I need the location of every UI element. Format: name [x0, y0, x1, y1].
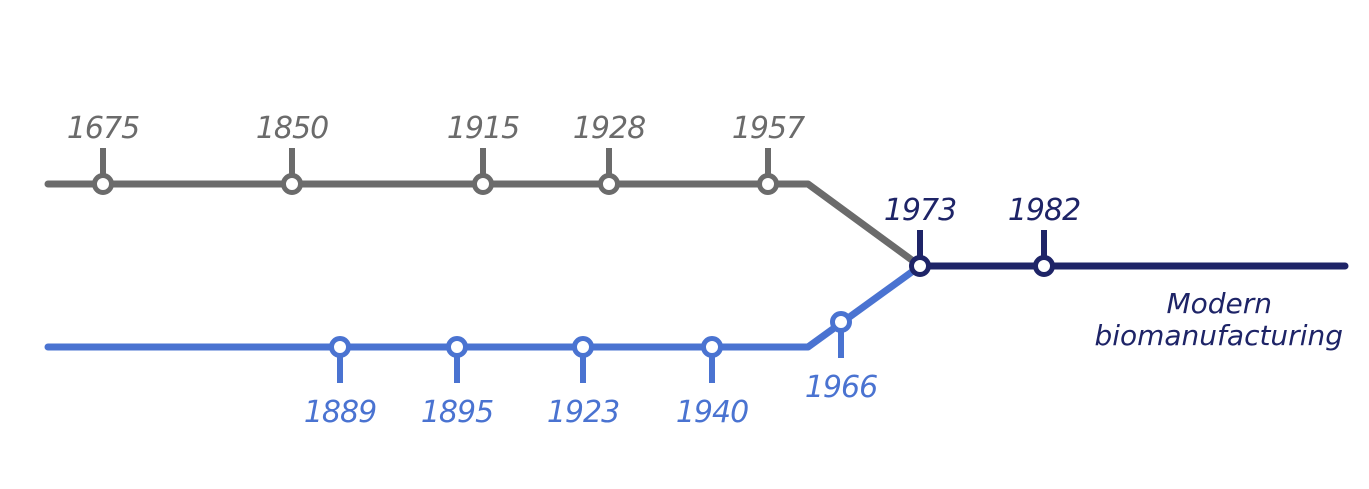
blue-year-label: 1889 [304, 395, 376, 430]
gray-year-label: 1915 [447, 111, 519, 146]
gray-milestone: 1928 [573, 111, 646, 195]
gray-year-label: 1850 [256, 111, 328, 146]
blue-year-label: 1923 [547, 395, 619, 430]
merged-caption-line2: biomanufacturing [1094, 319, 1343, 352]
blue-milestone: 1889 [304, 336, 377, 430]
merged-year-label: 1973 [884, 193, 956, 228]
gray-milestone: 1850 [256, 111, 329, 195]
merged-caption-line1: Modern [1166, 287, 1272, 320]
gray-timeline-track [44, 180, 924, 270]
gray-milestone: 1675 [67, 111, 140, 195]
gray-milestone: 1915 [447, 111, 520, 195]
blue-year-label: 1895 [421, 395, 493, 430]
merged-year-label: 1982 [1008, 193, 1080, 228]
gray-year-label: 1675 [67, 111, 139, 146]
blue-milestone: 1923 [547, 336, 620, 430]
blue-year-label: 1940 [676, 395, 748, 430]
gray-milestone: 1957 [732, 111, 806, 195]
gray-year-label: 1957 [732, 111, 805, 146]
gray-year-label: 1928 [573, 111, 645, 146]
blue-milestone: 1940 [676, 336, 749, 430]
merged-milestone: 1982 [1008, 193, 1081, 277]
blue-year-label: 1966 [805, 370, 877, 405]
blue-milestone: 1895 [421, 336, 494, 430]
blue-timeline-track [44, 262, 924, 351]
blue-milestone: 1966 [805, 311, 878, 405]
merged-milestone: 1973 [884, 193, 957, 277]
